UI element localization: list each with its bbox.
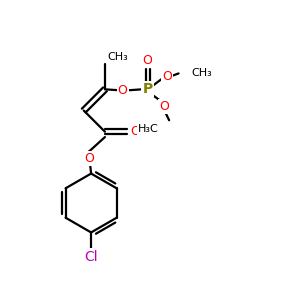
Text: H₃C: H₃C (138, 124, 159, 134)
Text: CH₃: CH₃ (191, 68, 212, 78)
Text: O: O (162, 70, 172, 83)
Text: CH₃: CH₃ (107, 52, 128, 62)
Text: P: P (142, 82, 153, 96)
Text: O: O (159, 100, 169, 113)
Text: O: O (130, 125, 140, 138)
Text: O: O (84, 152, 94, 165)
Text: Cl: Cl (84, 250, 98, 264)
Text: O: O (118, 84, 128, 97)
Text: O: O (143, 54, 153, 67)
